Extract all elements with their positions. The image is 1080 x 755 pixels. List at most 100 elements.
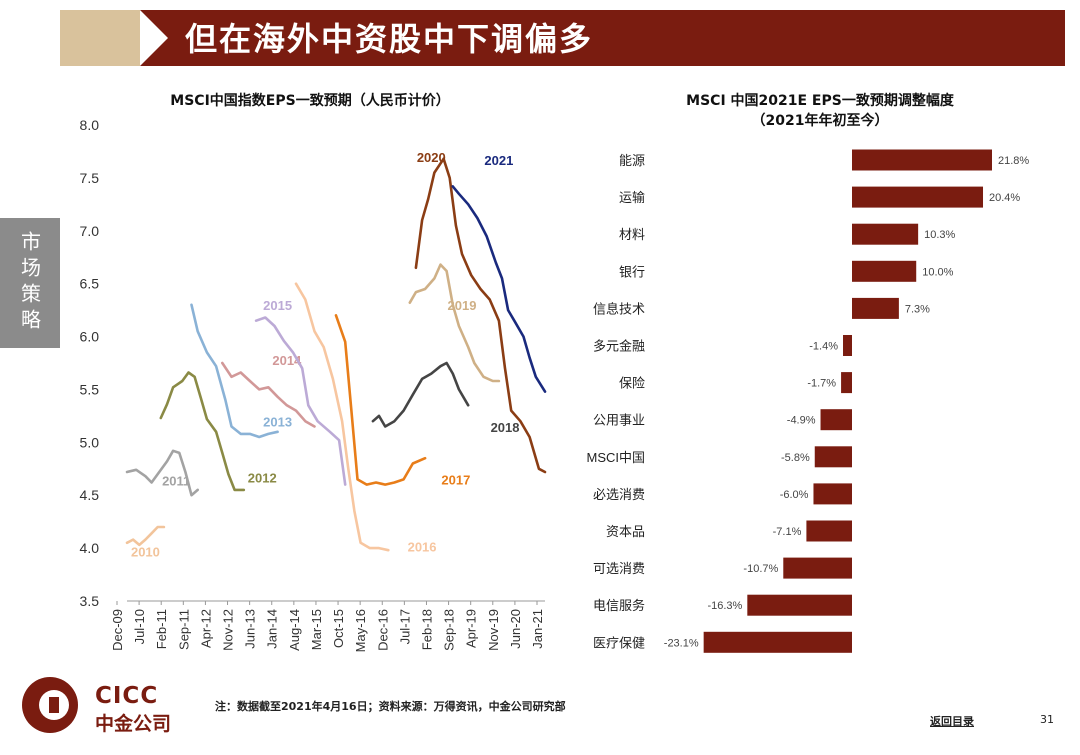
bar-4 [852, 260, 917, 282]
series-label-2017: 2017 [441, 473, 470, 488]
x-tick-label: Jan-21 [530, 609, 545, 649]
value-label: -4.9% [787, 415, 816, 427]
series-line-2017 [334, 314, 427, 486]
title-banner [140, 10, 1065, 66]
x-tick-label: Sep-11 [176, 609, 191, 650]
x-tick-label: Feb-11 [154, 609, 169, 649]
category-label: 银行 [619, 264, 645, 279]
back-to-contents-link[interactable]: 返回目录 [930, 715, 974, 728]
series-label-2011: 2011 [162, 474, 190, 489]
value-label: -6.0% [780, 489, 809, 501]
x-tick-label: Sep-18 [442, 609, 457, 651]
category-label: 运输 [619, 190, 645, 205]
y-tick-label: 6.0 [80, 329, 100, 345]
logo-chinese-name: 中金公司 [95, 713, 172, 735]
bar-12 [783, 557, 852, 579]
x-tick-label: May-16 [353, 609, 368, 652]
x-tick-label: Jun-20 [508, 609, 523, 649]
series-line-2021 [451, 185, 547, 393]
series-label-2016: 2016 [408, 539, 437, 554]
series-line-2015 [254, 316, 347, 486]
x-tick-label: Nov-12 [221, 609, 236, 651]
series-line-2010 [125, 525, 166, 547]
bar-7 [841, 372, 852, 394]
series-label-2019: 2019 [448, 298, 477, 313]
value-label: -10.7% [743, 563, 778, 575]
bar-11 [806, 520, 852, 542]
right-chart-subtitle: （2021年年初至今） [751, 113, 889, 129]
series-line-2018 [371, 361, 470, 428]
y-tick-label: 6.5 [80, 276, 100, 292]
banner-decoration [60, 10, 140, 66]
x-tick-label: Mar-15 [309, 609, 324, 650]
x-tick-label: Jun-13 [243, 609, 258, 649]
y-tick-label: 7.0 [80, 223, 100, 239]
category-label: 必选消费 [593, 487, 645, 502]
x-tick-label: Nov-19 [486, 609, 501, 651]
series-line-2016 [294, 282, 390, 552]
page-number: 31 [1040, 713, 1054, 726]
category-label: 保险 [619, 376, 645, 391]
bar-8 [820, 409, 852, 431]
category-label: 医疗保健 [593, 635, 645, 650]
value-label: -7.1% [773, 526, 802, 538]
value-label: 10.3% [924, 229, 955, 241]
bar-10 [813, 483, 852, 505]
value-label: -16.3% [707, 600, 742, 612]
category-label: 资本品 [606, 524, 645, 539]
x-tick-label: Jul-10 [132, 609, 147, 644]
series-line-2013 [190, 303, 279, 439]
bar-2 [852, 186, 984, 208]
x-tick-label: Apr-12 [198, 609, 213, 648]
y-tick-label: 4.5 [80, 487, 100, 503]
bar-14 [703, 631, 852, 653]
series-line-2019 [408, 263, 501, 383]
side-section-tab[interactable]: 市场策略 [0, 218, 60, 348]
series-label-2012: 2012 [248, 471, 277, 486]
category-label: MSCI中国 [586, 450, 645, 465]
x-tick-label: Oct-15 [331, 609, 346, 648]
logo-wordmark: CICC [95, 683, 159, 709]
category-label: 能源 [619, 153, 645, 168]
bar-1 [852, 149, 992, 171]
x-tick-label: Apr-19 [464, 609, 479, 648]
value-label: -1.4% [809, 341, 838, 353]
left-chart-title: MSCI中国指数EPS一致预期（人民币计价） [170, 93, 450, 109]
value-label: 21.8% [998, 155, 1029, 167]
value-label: 10.0% [922, 266, 953, 278]
bar-9 [814, 446, 852, 468]
y-tick-label: 5.5 [80, 381, 100, 397]
value-label: -23.1% [664, 637, 699, 649]
bar-5 [852, 297, 899, 319]
category-label: 材料 [619, 227, 645, 242]
series-line-2012 [159, 371, 246, 492]
y-tick-label: 5.0 [80, 434, 100, 450]
series-label-2020: 2020 [417, 150, 446, 165]
category-label: 电信服务 [593, 598, 645, 613]
y-tick-label: 3.5 [80, 593, 100, 609]
series-label-2021: 2021 [484, 153, 513, 168]
category-label: 信息技术 [593, 301, 645, 316]
side-tab-label: 市场策略 [17, 231, 42, 335]
category-label: 公用事业 [593, 413, 645, 428]
series-line-2020 [414, 157, 547, 474]
series-label-2018: 2018 [491, 420, 520, 435]
series-label-2015: 2015 [263, 298, 292, 313]
x-tick-label: Jan-14 [265, 609, 280, 649]
value-label: 7.3% [905, 303, 930, 315]
category-label: 多元金融 [593, 339, 645, 354]
x-tick-label: Jul-17 [397, 609, 412, 644]
y-tick-label: 7.5 [80, 170, 100, 186]
bar-3 [852, 223, 919, 245]
bar-6 [843, 335, 852, 356]
value-label: -5.8% [781, 452, 810, 464]
x-tick-label: Dec-16 [375, 609, 390, 651]
bar-13 [747, 594, 852, 616]
right-chart-title: MSCI 中国2021E EPS一致预期调整幅度 [686, 93, 954, 109]
x-tick-label: Aug-14 [287, 609, 302, 651]
page-title: 但在海外中资股中下调偏多 [185, 20, 594, 58]
value-label: 20.4% [989, 192, 1020, 204]
value-label: -1.7% [807, 378, 836, 390]
x-tick-label: Feb-18 [419, 609, 434, 650]
